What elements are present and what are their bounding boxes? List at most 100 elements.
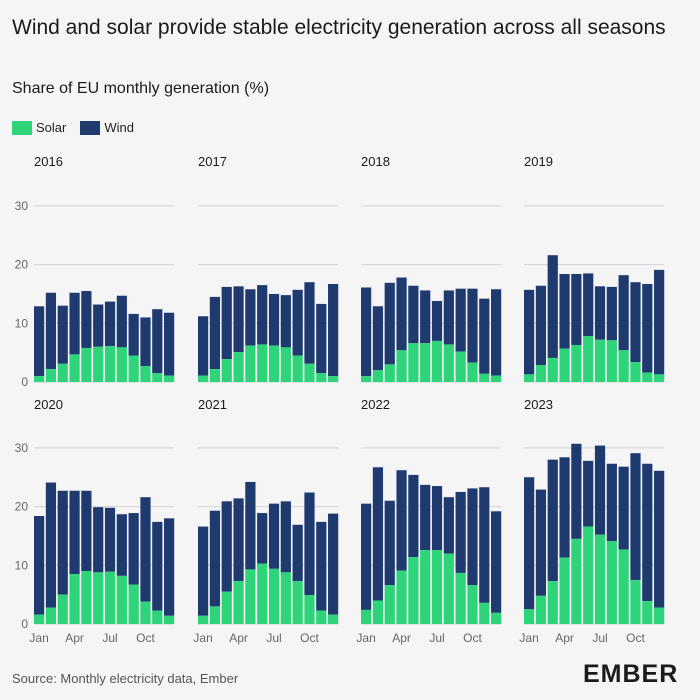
- bar-solar-2022-Aug[interactable]: [443, 553, 454, 624]
- bar-solar-2016-Dec[interactable]: [164, 375, 175, 382]
- bar-wind-2019-Oct[interactable]: [630, 282, 641, 363]
- bar-solar-2017-Feb[interactable]: [209, 369, 221, 382]
- bar-solar-2016-Oct[interactable]: [140, 366, 151, 382]
- bar-solar-2022-Nov[interactable]: [479, 602, 490, 624]
- bar-solar-2023-Dec[interactable]: [654, 607, 665, 624]
- bar-solar-2016-Apr[interactable]: [69, 354, 80, 382]
- bar-wind-2023-Aug[interactable]: [606, 463, 617, 542]
- bar-solar-2020-Sep[interactable]: [128, 584, 139, 624]
- bar-solar-2022-Jun[interactable]: [420, 550, 431, 624]
- bar-wind-2017-Jun[interactable]: [257, 285, 268, 345]
- bar-wind-2017-Feb[interactable]: [209, 296, 221, 370]
- bar-solar-2021-Dec[interactable]: [328, 614, 339, 624]
- bar-wind-2018-Sep[interactable]: [455, 288, 466, 352]
- bar-wind-2022-Oct[interactable]: [467, 488, 478, 586]
- bar-solar-2019-Jul[interactable]: [594, 339, 606, 382]
- bar-wind-2022-Jun[interactable]: [420, 484, 431, 551]
- bar-wind-2019-Nov[interactable]: [642, 283, 653, 373]
- bar-solar-2019-May[interactable]: [571, 345, 582, 382]
- bar-wind-2018-May[interactable]: [408, 285, 419, 344]
- bar-solar-2023-Mar[interactable]: [547, 581, 558, 624]
- bar-solar-2018-Jul[interactable]: [431, 340, 443, 382]
- bar-wind-2022-Aug[interactable]: [443, 497, 454, 554]
- bar-wind-2016-Mar[interactable]: [57, 305, 68, 364]
- bar-wind-2017-Dec[interactable]: [328, 283, 339, 377]
- bar-solar-2021-Oct[interactable]: [304, 595, 315, 624]
- bar-wind-2017-Mar[interactable]: [221, 286, 232, 360]
- bar-solar-2020-Feb[interactable]: [45, 607, 57, 624]
- bar-solar-2021-Jan[interactable]: [198, 615, 209, 624]
- bar-wind-2019-Dec[interactable]: [654, 269, 665, 375]
- bar-wind-2021-Feb[interactable]: [209, 510, 221, 607]
- bar-wind-2021-Apr[interactable]: [233, 498, 244, 582]
- bar-wind-2020-Jun[interactable]: [93, 507, 104, 573]
- bar-solar-2022-Jan[interactable]: [361, 609, 372, 624]
- bar-solar-2017-Jul[interactable]: [268, 345, 280, 382]
- bar-solar-2018-Jan[interactable]: [361, 376, 372, 382]
- bar-solar-2018-Sep[interactable]: [455, 351, 466, 382]
- bar-wind-2017-Jan[interactable]: [198, 316, 209, 376]
- bar-wind-2022-Sep[interactable]: [455, 491, 466, 573]
- bar-solar-2020-Mar[interactable]: [57, 594, 68, 624]
- bar-wind-2021-Nov[interactable]: [316, 521, 327, 611]
- bar-solar-2021-Sep[interactable]: [292, 581, 303, 624]
- bar-wind-2018-Nov[interactable]: [479, 298, 490, 374]
- bar-solar-2017-Jan[interactable]: [198, 375, 209, 382]
- bar-solar-2017-Aug[interactable]: [280, 347, 291, 382]
- bar-solar-2022-Mar[interactable]: [384, 585, 395, 624]
- bar-wind-2023-Mar[interactable]: [547, 459, 558, 582]
- bar-solar-2018-Nov[interactable]: [479, 373, 490, 382]
- bar-wind-2017-Aug[interactable]: [280, 295, 291, 348]
- bar-solar-2018-Apr[interactable]: [396, 350, 407, 382]
- bar-solar-2018-May[interactable]: [408, 343, 419, 382]
- bar-solar-2017-Nov[interactable]: [316, 373, 327, 382]
- bar-solar-2023-Jan[interactable]: [524, 609, 535, 624]
- bar-solar-2023-Oct[interactable]: [630, 579, 641, 624]
- bar-wind-2019-Feb[interactable]: [535, 285, 547, 365]
- bar-solar-2020-Oct[interactable]: [140, 601, 151, 624]
- bar-wind-2020-Sep[interactable]: [128, 513, 139, 585]
- bar-solar-2016-Mar[interactable]: [57, 363, 68, 382]
- bar-wind-2020-Jan[interactable]: [34, 515, 45, 615]
- bar-solar-2018-Oct[interactable]: [467, 362, 478, 382]
- bar-wind-2016-Dec[interactable]: [164, 312, 175, 376]
- bar-wind-2017-May[interactable]: [245, 289, 256, 346]
- bar-wind-2023-Jun[interactable]: [583, 460, 594, 527]
- bar-wind-2018-Jan[interactable]: [361, 287, 372, 377]
- bar-wind-2017-Nov[interactable]: [316, 303, 327, 374]
- bar-wind-2023-May[interactable]: [571, 443, 582, 539]
- bar-solar-2022-Feb[interactable]: [372, 600, 384, 624]
- bar-wind-2023-Feb[interactable]: [535, 489, 547, 596]
- bar-wind-2018-Jun[interactable]: [420, 290, 431, 344]
- bar-solar-2021-Feb[interactable]: [209, 606, 221, 624]
- bar-wind-2021-Jan[interactable]: [198, 526, 209, 616]
- bar-solar-2020-Jul[interactable]: [104, 571, 116, 624]
- bar-solar-2022-Dec[interactable]: [491, 612, 502, 624]
- bar-wind-2023-Jul[interactable]: [594, 445, 606, 535]
- bar-solar-2016-Jun[interactable]: [93, 346, 104, 382]
- bar-wind-2018-Apr[interactable]: [396, 277, 407, 351]
- bar-wind-2021-May[interactable]: [245, 481, 256, 570]
- bar-wind-2019-May[interactable]: [571, 273, 582, 346]
- bar-wind-2019-Jul[interactable]: [594, 286, 606, 340]
- bar-solar-2023-Jul[interactable]: [594, 534, 606, 624]
- bar-wind-2021-Dec[interactable]: [328, 513, 339, 615]
- bar-wind-2022-Apr[interactable]: [396, 470, 407, 571]
- bar-solar-2023-May[interactable]: [571, 538, 582, 624]
- bar-wind-2018-Oct[interactable]: [467, 288, 478, 363]
- bar-solar-2020-Nov[interactable]: [152, 610, 163, 624]
- bar-solar-2020-Jan[interactable]: [34, 614, 45, 624]
- bar-wind-2016-Jun[interactable]: [93, 304, 104, 347]
- bar-solar-2021-Mar[interactable]: [221, 591, 232, 624]
- bar-wind-2019-Jun[interactable]: [583, 273, 594, 337]
- bar-solar-2020-Jun[interactable]: [93, 572, 104, 624]
- bar-wind-2021-Aug[interactable]: [280, 501, 291, 573]
- bar-solar-2016-Aug[interactable]: [116, 347, 127, 382]
- bar-solar-2021-Apr[interactable]: [233, 581, 244, 624]
- bar-wind-2016-Feb[interactable]: [45, 292, 57, 370]
- bar-solar-2020-Dec[interactable]: [164, 615, 175, 624]
- bar-solar-2021-Nov[interactable]: [316, 610, 327, 624]
- bar-wind-2020-Nov[interactable]: [152, 521, 163, 611]
- bar-solar-2019-Nov[interactable]: [642, 372, 653, 382]
- bar-wind-2016-Jan[interactable]: [34, 306, 45, 377]
